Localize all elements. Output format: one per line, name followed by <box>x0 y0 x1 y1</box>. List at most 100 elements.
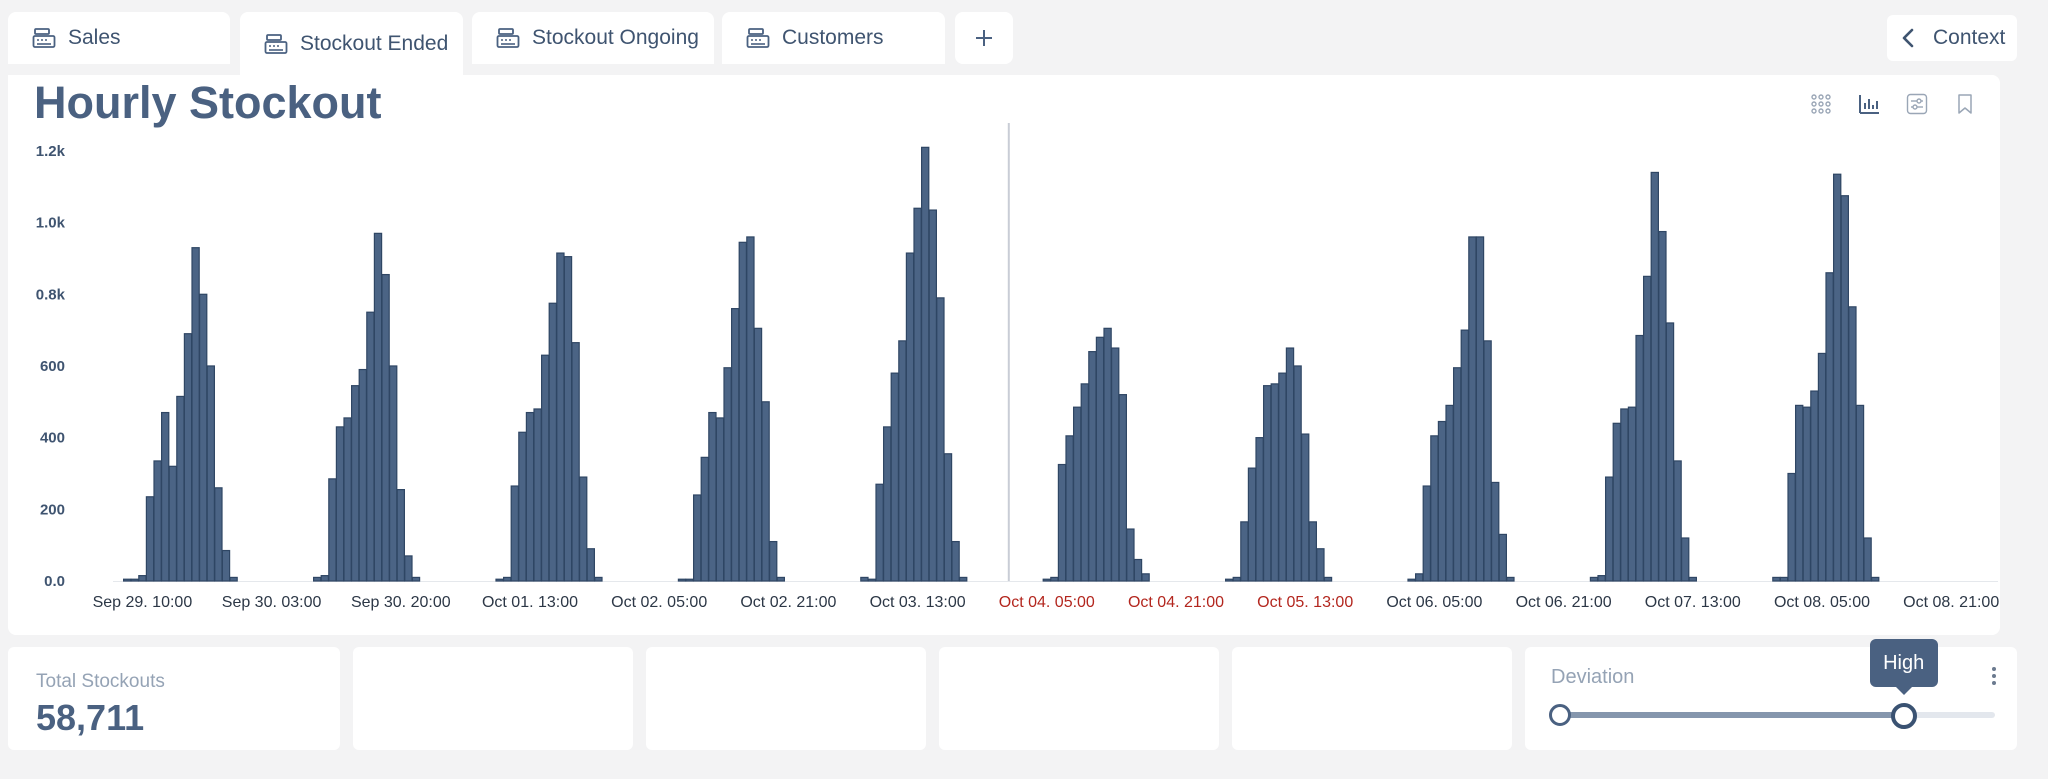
chart-bar <box>1650 171 1659 582</box>
x-tick-label: Sep 29. 10:00 <box>93 594 193 611</box>
chart-bar <box>214 487 223 582</box>
chart-bar <box>936 297 945 582</box>
chart-bar <box>503 576 512 582</box>
chart-bar <box>1308 521 1317 582</box>
chart-bar <box>1300 433 1310 582</box>
y-tick-label: 400 <box>40 430 65 447</box>
chart-bar <box>1270 383 1279 582</box>
chart-bar <box>556 252 565 582</box>
chart-bar <box>1057 463 1067 582</box>
kpi-value: 58,711 <box>36 697 145 738</box>
x-tick-label: Oct 04. 21:00 <box>1128 594 1224 611</box>
chart-bar <box>510 485 520 582</box>
chart-bar <box>1278 372 1287 582</box>
chart-bar <box>1635 334 1644 582</box>
grid-icon[interactable] <box>1808 91 1834 117</box>
hourly-stockout-chart: 0.0 200 400 600 0.8k 1.0k 1.2k Sep 29. 10:00 Se… <box>36 123 1999 611</box>
chart-bar <box>1688 576 1697 582</box>
chart-bar <box>1437 420 1447 582</box>
chart-bar <box>1050 576 1059 582</box>
filter-settings-icon[interactable] <box>1904 91 1930 117</box>
tab-stockout-ongoing[interactable]: Stockout Ongoing <box>472 12 714 64</box>
chart-bar <box>1658 230 1667 582</box>
deviation-card: Deviation High <box>1525 639 2017 750</box>
y-tick-label: 1.0k <box>36 215 66 232</box>
chart-bar <box>1498 533 1507 582</box>
chart-bar <box>715 417 725 582</box>
cash-register-icon <box>264 33 290 55</box>
chart-bar <box>875 483 884 582</box>
chart-bar <box>191 247 200 582</box>
x-tick-label: Oct 06. 05:00 <box>1386 594 1482 611</box>
chart-bar <box>1118 394 1127 582</box>
chart-bar <box>1787 472 1796 582</box>
chart-bar <box>206 365 215 582</box>
kpi-card-empty <box>939 647 1219 750</box>
chart-bar <box>1665 322 1675 582</box>
y-tick-label: 200 <box>40 501 65 518</box>
deviation-slider-fill <box>1560 712 1904 718</box>
tab-label: Stockout Ongoing <box>532 26 699 49</box>
chart-bar <box>1065 435 1074 582</box>
chart-bar <box>381 273 390 582</box>
kebab-menu-icon[interactable] <box>1989 661 1999 691</box>
chart-bar <box>1825 272 1834 582</box>
x-tick-label: Oct 08. 05:00 <box>1774 594 1870 611</box>
chart-bar <box>1293 365 1302 582</box>
chart-bar <box>313 576 322 582</box>
chart-bar <box>920 146 930 582</box>
chart-bar <box>1832 173 1842 582</box>
chart-bar <box>951 540 960 582</box>
chart-bar <box>495 578 504 582</box>
chart-bar <box>1133 558 1143 582</box>
chart-bar <box>525 411 535 582</box>
chart-bar <box>1072 406 1082 582</box>
add-tab-button[interactable] <box>955 12 1013 64</box>
chart-bar <box>1627 406 1637 582</box>
tab-label: Stockout Ended <box>300 32 449 55</box>
chart-bar <box>1597 575 1606 582</box>
chart-bar <box>1855 404 1865 582</box>
x-tick-label: Oct 07. 13:00 <box>1645 594 1741 611</box>
x-tick-label: Oct 05. 13:00 <box>1257 594 1353 611</box>
chart-bar <box>692 494 702 582</box>
chart-bar <box>867 578 877 582</box>
chart-bar <box>958 576 968 582</box>
chart-bar <box>396 489 406 582</box>
chart-bar <box>1422 485 1431 582</box>
chart-bar <box>913 207 922 582</box>
chart-bar <box>571 342 580 582</box>
context-button[interactable]: Context <box>1887 15 2017 61</box>
chart-bar <box>746 236 755 582</box>
context-label: Context <box>1933 26 2006 49</box>
chart-bar <box>905 252 915 582</box>
tab-stockout-ended[interactable]: Stockout Ended <box>240 12 463 76</box>
chart-bar <box>1772 576 1781 582</box>
chart-bar <box>1870 576 1880 582</box>
chart-panel: Hourly Stockout 0.0 200 400 600 0.8k 1.0k 1.2k… <box>8 75 2000 635</box>
chart-bar <box>723 367 732 582</box>
chart-bar <box>730 308 740 582</box>
bookmark-icon[interactable] <box>1952 91 1978 117</box>
deviation-slider-min-handle[interactable] <box>1549 704 1571 726</box>
chart-bar <box>1452 367 1462 582</box>
bar-chart-icon[interactable] <box>1856 91 1882 117</box>
tab-sales[interactable]: Sales <box>8 12 230 64</box>
chart-bar <box>1863 537 1872 582</box>
chart-bar <box>404 555 413 582</box>
deviation-slider-handle[interactable] <box>1890 703 1917 729</box>
chart-bar <box>1247 467 1257 582</box>
chart-bar <box>685 578 694 582</box>
chart-bar <box>1126 528 1135 582</box>
chart-bar <box>1483 340 1492 582</box>
chart-bar <box>1490 481 1500 582</box>
chart-bar <box>548 302 558 582</box>
chart-bar <box>335 426 345 582</box>
chart-bar <box>320 575 330 582</box>
chart-bar <box>1589 576 1599 582</box>
chart-bar <box>1460 329 1469 582</box>
chart-bar <box>1262 385 1272 582</box>
tab-customers[interactable]: Customers <box>722 12 945 64</box>
chart-bar <box>1232 576 1241 582</box>
chart-bar <box>1779 576 1789 582</box>
